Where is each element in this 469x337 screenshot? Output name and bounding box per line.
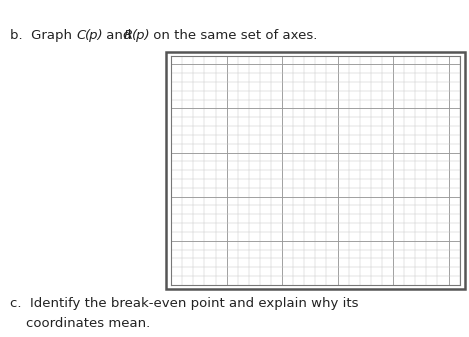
Text: and: and [102,29,136,42]
Text: (p): (p) [132,29,151,42]
Text: b.  Graph: b. Graph [10,29,76,42]
Text: R: R [124,29,133,42]
Text: coordinates mean.: coordinates mean. [26,317,150,330]
Text: c.  Identify the break-even point and explain why its: c. Identify the break-even point and exp… [10,298,359,310]
Text: on the same set of axes.: on the same set of axes. [149,29,318,42]
Text: C: C [76,29,86,42]
Text: (p): (p) [85,29,104,42]
